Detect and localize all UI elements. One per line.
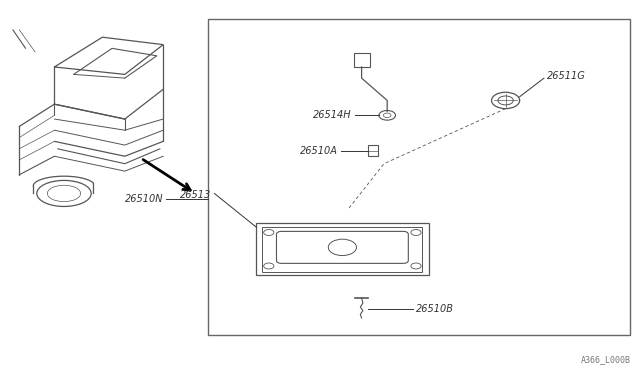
Bar: [354, 53, 370, 67]
Text: 26510B: 26510B: [416, 304, 454, 314]
Bar: [262, 227, 422, 272]
Bar: [368, 145, 378, 156]
Text: A366_L000B: A366_L000B: [580, 356, 630, 365]
Text: 26510A: 26510A: [300, 146, 338, 155]
Text: 26510N: 26510N: [125, 194, 163, 204]
Text: 26511G: 26511G: [547, 71, 586, 81]
Text: 26514H: 26514H: [314, 110, 352, 120]
Text: 26513: 26513: [180, 190, 211, 200]
Bar: [208, 19, 630, 335]
